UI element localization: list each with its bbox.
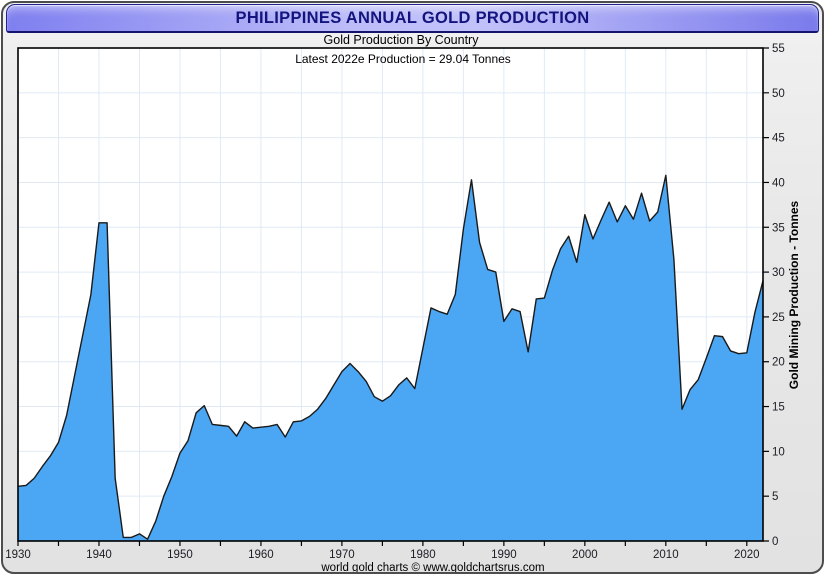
y-axis-tick-label: 10	[772, 446, 785, 458]
x-axis: 1930 1940 1950 1960 1970 1980 1990 2000 2010 2020	[5, 541, 760, 561]
x-axis-tick-label: 2000	[572, 549, 598, 561]
x-axis-tick-label: 1990	[491, 549, 517, 561]
x-axis-tick-label: 2020	[734, 549, 760, 561]
title-bar: PHILIPPINES ANNUAL GOLD PRODUCTION	[6, 4, 819, 33]
y-axis-tick-label: 50	[772, 88, 785, 100]
footer-credit: world gold charts © www.goldchartsrus.co…	[320, 562, 544, 574]
plot-border	[17, 47, 764, 542]
y-axis-tick-label: 25	[772, 312, 785, 324]
y-axis-tick-label: 35	[772, 222, 785, 234]
y-axis-tick-label: 40	[772, 177, 785, 189]
y-axis-tick-label: 15	[772, 402, 785, 414]
latest-production-annotation: Latest 2022e Production = 29.04 Tonnes	[295, 52, 511, 66]
y-axis-tick-label: 30	[772, 267, 785, 279]
x-axis-tick-label: 1930	[5, 549, 31, 561]
y-axis-tick-label: 55	[772, 43, 785, 55]
production-line	[17, 174, 764, 540]
x-axis-tick-label: 1940	[86, 549, 112, 561]
y-axis-tick-label: 0	[772, 536, 778, 548]
chart-title: PHILIPPINES ANNUAL GOLD PRODUCTION	[235, 9, 590, 27]
x-axis-tick-label: 1980	[410, 549, 436, 561]
production-area-series	[17, 174, 764, 541]
y-axis-title: Gold Mining Production - Tonnes	[787, 200, 801, 389]
plot-border-rect	[17, 47, 764, 542]
chart-subtitle: Gold Production By Country	[324, 33, 480, 47]
y-axis: 0 5 10 15 20 25 30 35 40 45 50 55	[763, 43, 785, 548]
x-axis-tick-label: 2010	[653, 549, 679, 561]
gold-production-chart: 1930 1940 1950 1960 1970 1980 1990 2000 2010 2020…	[5, 33, 801, 574]
x-axis-tick-label: 1950	[167, 549, 193, 561]
x-axis-tick-label: 1970	[329, 549, 355, 561]
y-axis-tick-label: 45	[772, 133, 785, 145]
y-axis-tick-label: 5	[772, 491, 778, 503]
y-axis-tick-label: 20	[772, 357, 785, 369]
area-fill	[18, 175, 763, 541]
x-axis-tick-label: 1960	[248, 549, 274, 561]
